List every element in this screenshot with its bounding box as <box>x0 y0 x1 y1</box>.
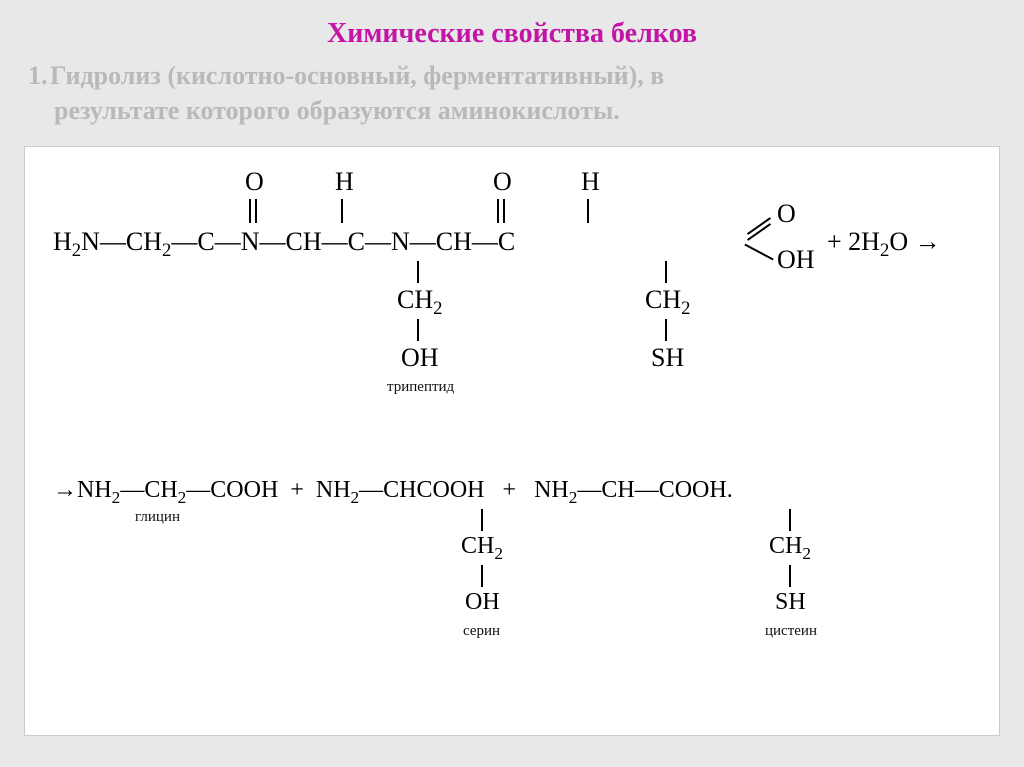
t: N <box>241 227 260 256</box>
t: H <box>53 227 72 256</box>
t: 2 <box>351 488 360 507</box>
t: 2 <box>802 544 811 563</box>
ch2-1: CH2 <box>397 285 442 320</box>
label-glycine: глицин <box>135 509 180 526</box>
t: — <box>359 477 383 503</box>
t: 2 <box>681 298 690 319</box>
t: CH <box>601 477 634 503</box>
subtitle-line1: Гидролиз (кислотно-основный, ферментатив… <box>50 61 664 90</box>
bond <box>744 244 773 261</box>
t: — <box>635 477 659 503</box>
t: 2 <box>433 298 442 319</box>
t: C <box>498 227 515 256</box>
t: O <box>889 227 908 256</box>
t: — <box>186 477 210 503</box>
t: — <box>577 477 601 503</box>
sh-1: SH <box>651 343 684 373</box>
subtitle: 1.Гидролиз (кислотно-основный, ферментат… <box>24 58 1000 128</box>
bond <box>417 319 419 341</box>
bond <box>481 509 483 531</box>
subtitle-line2: результате которого образуются аминокисл… <box>28 96 620 125</box>
t: — <box>215 227 241 256</box>
t: — <box>171 227 197 256</box>
t: — <box>365 227 391 256</box>
atom-o1: O <box>245 167 264 197</box>
bond <box>497 199 499 223</box>
arrow-icon: → <box>53 477 77 503</box>
t: CH <box>645 285 681 314</box>
t: C <box>197 227 214 256</box>
t: CH <box>769 533 802 559</box>
ch2-2: CH2 <box>645 285 690 320</box>
sh-2: SH <box>775 589 806 616</box>
t: + 2H <box>827 227 880 256</box>
t: C <box>348 227 365 256</box>
t: N <box>81 227 100 256</box>
bond <box>789 565 791 587</box>
atom-h1: H <box>335 167 354 197</box>
t: CH <box>144 477 177 503</box>
t: 2 <box>72 240 81 261</box>
t: + <box>290 477 304 503</box>
bond <box>417 261 419 283</box>
t: — <box>260 227 286 256</box>
arrow-icon: → <box>915 227 941 256</box>
t: CH <box>126 227 162 256</box>
atom-h2: H <box>581 167 600 197</box>
t: 2 <box>162 240 171 261</box>
t: NH <box>316 477 351 503</box>
t: CH <box>461 533 494 559</box>
label-cysteine: цистеин <box>765 623 817 640</box>
t: CHCOOH <box>383 477 484 503</box>
plus-water: + 2H2O → <box>827 227 941 262</box>
t: — <box>410 227 436 256</box>
t: 2 <box>178 488 187 507</box>
t: CH <box>286 227 322 256</box>
label-tripeptide: трипептид <box>387 379 454 396</box>
t: N <box>391 227 410 256</box>
bond <box>503 199 505 223</box>
t: 2 <box>494 544 503 563</box>
t: NH <box>77 477 112 503</box>
list-number: 1. <box>28 58 50 93</box>
ch2-3: CH2 <box>461 533 503 564</box>
ch2-4: CH2 <box>769 533 811 564</box>
t: CH <box>397 285 433 314</box>
t: — <box>322 227 348 256</box>
t: — <box>472 227 498 256</box>
bond <box>341 199 343 223</box>
chain-start: H2N—CH2—C—N—CH—C—N—CH—C <box>53 227 515 262</box>
bond <box>789 509 791 531</box>
t: + <box>503 477 517 503</box>
bond <box>255 199 257 223</box>
oh-1: OH <box>401 343 439 373</box>
atom-o-end: O <box>777 199 796 229</box>
bond <box>665 319 667 341</box>
title-text: Химические свойства белков <box>327 18 697 49</box>
bond <box>481 565 483 587</box>
t: NH <box>534 477 569 503</box>
bond <box>249 199 251 223</box>
oh-2: OH <box>465 589 500 616</box>
chemistry-diagram: O H O H H2N—CH2—C—N—CH—C—N—CH—C O OH + 2… <box>24 146 1000 736</box>
bond <box>665 261 667 283</box>
label-serine: серин <box>463 623 500 640</box>
t: — <box>100 227 126 256</box>
bond <box>587 199 589 223</box>
page-title: Химические свойства белков <box>24 18 1000 50</box>
t: COOH <box>210 477 278 503</box>
t: — <box>120 477 144 503</box>
t: COOH. <box>659 477 733 503</box>
products-row: →NH2—CH2—COOH + NH2—CHCOOH + NH2—CH—COOH… <box>53 477 733 508</box>
atom-o2: O <box>493 167 512 197</box>
atom-oh-end: OH <box>777 245 815 275</box>
t: CH <box>436 227 472 256</box>
t: 2 <box>880 240 889 261</box>
